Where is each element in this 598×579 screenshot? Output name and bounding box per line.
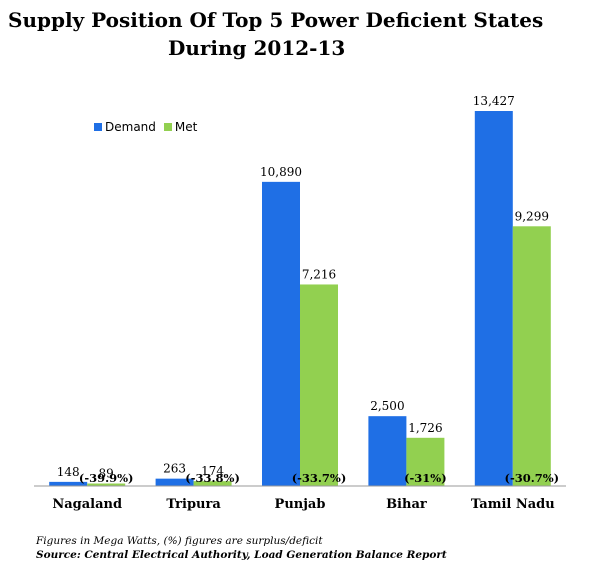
data-label-demand-0: 148 bbox=[57, 465, 80, 479]
bar-demand-2 bbox=[262, 181, 300, 487]
footnote: Figures in Mega Watts, (%) figures are s… bbox=[36, 535, 323, 547]
category-label-2: Punjab bbox=[275, 497, 326, 512]
chart-title-line-1: Supply Position Of Top 5 Power Deficient… bbox=[8, 8, 544, 32]
bar-met-2 bbox=[300, 284, 338, 486]
legend-swatch-met bbox=[163, 123, 172, 131]
deficit-label-3: (-31%) bbox=[404, 471, 447, 485]
legend-swatch-demand bbox=[94, 123, 102, 131]
data-label-demand-2: 10,890 bbox=[260, 165, 302, 179]
bar-demand-4 bbox=[474, 111, 513, 486]
bar-demand-1 bbox=[155, 478, 194, 486]
bar-met-1 bbox=[193, 481, 232, 486]
data-label-met-0: 89 bbox=[99, 467, 114, 481]
category-label-0: Nagaland bbox=[52, 497, 122, 512]
deficit-label-4: (-30.7%) bbox=[505, 471, 560, 485]
category-label-4: Tamil Nadu bbox=[471, 497, 555, 512]
category-label-1: Tripura bbox=[166, 497, 221, 512]
legend-item-demand: Demand bbox=[94, 120, 156, 134]
bar-met-3 bbox=[406, 437, 445, 486]
source-note: Source: Central Electrical Authority, Lo… bbox=[36, 549, 447, 561]
data-label-met-3: 1,726 bbox=[408, 421, 442, 435]
data-label-demand-4: 13,427 bbox=[473, 94, 515, 108]
data-label-demand-3: 2,500 bbox=[370, 399, 404, 413]
bar-demand-3 bbox=[368, 416, 407, 486]
bar-demand-0 bbox=[49, 481, 88, 486]
bar-met-4 bbox=[512, 226, 551, 486]
data-label-met-1: 174 bbox=[201, 464, 224, 478]
deficit-label-1: (-33.8%) bbox=[185, 471, 240, 485]
data-label-demand-1: 263 bbox=[163, 462, 186, 476]
category-label-3: Bihar bbox=[386, 497, 427, 512]
deficit-label-0: (-39.9%) bbox=[79, 471, 134, 485]
legend-item-met: Met bbox=[163, 120, 198, 134]
data-label-met-2: 7,216 bbox=[302, 267, 336, 281]
data-label-met-4: 9,299 bbox=[515, 209, 549, 223]
chart-title-line-2: During 2012-13 bbox=[168, 36, 346, 60]
legend-label-demand: Demand bbox=[105, 120, 156, 134]
deficit-label-2: (-33.7%) bbox=[292, 471, 347, 485]
chart-legend: Demand Met bbox=[94, 120, 205, 134]
bar-met-0 bbox=[87, 483, 126, 486]
legend-label-met: Met bbox=[174, 120, 198, 134]
